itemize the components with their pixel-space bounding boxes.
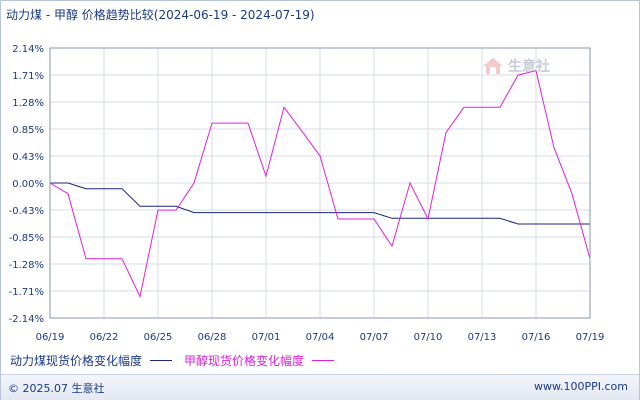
x-tick-label: 06/28 [198, 332, 227, 343]
y-tick-label: 0.00% [12, 179, 44, 190]
watermark: 生意社 [482, 56, 550, 76]
x-tick-label: 07/04 [306, 332, 335, 343]
watermark-text: 生意社 [508, 59, 550, 75]
y-tick-label: -2.14% [9, 314, 44, 325]
y-tick-label: -1.28% [9, 260, 44, 271]
x-tick-label: 06/25 [144, 332, 173, 343]
series-lines [49, 70, 591, 299]
legend-item-coal: 动力煤现货价格变化幅度 [10, 352, 173, 369]
footer-bar [1, 374, 639, 400]
plot-border [49, 47, 591, 319]
title-date-range: (2024-06-19 - 2024-07-19) [153, 8, 315, 22]
y-tick-label: 1.28% [12, 98, 44, 109]
legend-swatch-methanol [312, 360, 335, 361]
x-tick-label: 06/19 [36, 332, 65, 343]
legend: 动力煤现货价格变化幅度 甲醇现货价格变化幅度 [10, 352, 346, 369]
x-tick-label: 07/07 [360, 332, 389, 343]
chart-title: 动力煤 - 甲醇 价格趋势比较(2024-06-19 - 2024-07-19) [6, 6, 315, 23]
house-logo-icon [483, 58, 503, 74]
footer-site-link[interactable]: www.100PPI.com [534, 380, 628, 393]
y-tick-label: 0.43% [12, 152, 44, 163]
title-main: 动力煤 - 甲醇 价格趋势比较 [6, 8, 154, 22]
y-tick-label: -1.71% [9, 287, 44, 298]
series-line-coal [50, 182, 590, 225]
y-tick-label: -0.85% [9, 233, 44, 244]
x-tick-label: 07/19 [576, 332, 605, 343]
series-line-methanol [49, 70, 591, 299]
legend-label-methanol: 甲醇现货价格变化幅度 [184, 354, 305, 368]
y-tick-label: -0.43% [9, 206, 44, 217]
footer-copyright: © 2025.07 生意社 [8, 382, 105, 395]
y-tick-labels: 2.14% 1.71% 1.28% 0.85% 0.43% 0.00% -0.43% -0.8… [9, 44, 44, 325]
legend-label-coal: 动力煤现货价格变化幅度 [10, 354, 143, 368]
legend-swatch-coal [150, 360, 173, 361]
x-tick-label: 07/13 [468, 332, 497, 343]
legend-item-methanol: 甲醇现货价格变化幅度 [184, 352, 335, 369]
x-tick-label: 06/22 [90, 332, 119, 343]
y-tick-label: 0.85% [12, 125, 44, 136]
x-tick-label: 07/01 [252, 332, 281, 343]
y-tick-label: 1.71% [12, 71, 44, 82]
x-tick-label: 07/16 [522, 332, 551, 343]
y-tick-label: 2.14% [12, 44, 44, 55]
x-tick-label: 07/10 [414, 332, 443, 343]
x-tick-labels: 06/19 06/22 06/25 06/28 07/01 07/04 07/07 07/10… [36, 332, 605, 343]
